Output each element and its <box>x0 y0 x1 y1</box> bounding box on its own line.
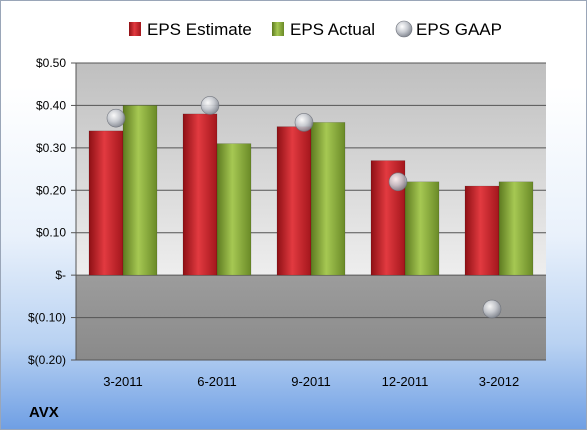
x-tick-label: 9-2011 <box>291 374 331 389</box>
point-eps-gaap <box>200 96 220 115</box>
bar-eps-actual <box>310 122 346 276</box>
legend-swatch-eps-estimate <box>129 22 141 36</box>
y-tick-label: $0.10 <box>36 226 66 240</box>
y-tick-label: $(0.20) <box>28 353 66 367</box>
bar-eps-actual <box>498 181 534 276</box>
y-tick-label: $0.40 <box>36 98 66 112</box>
bar-eps-estimate <box>182 113 218 276</box>
legend-label: EPS GAAP <box>416 20 502 39</box>
point-eps-gaap <box>106 108 126 128</box>
y-tick-label: $0.20 <box>36 183 66 197</box>
legend-swatch-eps-gaap <box>395 20 413 38</box>
bar-eps-actual <box>122 105 158 276</box>
legend-label: EPS Estimate <box>147 20 252 39</box>
x-tick-label: 3-2012 <box>479 374 519 389</box>
y-tick-label: $- <box>55 268 66 282</box>
ticker-label: AVX <box>29 404 59 421</box>
legend-label: EPS Actual <box>290 20 375 39</box>
bar-eps-estimate <box>276 126 312 276</box>
point-eps-gaap <box>388 172 408 192</box>
y-tick-label: $0.50 <box>36 56 66 70</box>
y-tick-label: $(0.10) <box>28 311 66 325</box>
point-eps-gaap <box>294 113 314 132</box>
bar-eps-actual <box>404 181 440 276</box>
legend-swatch-eps-actual <box>272 22 284 36</box>
bar-eps-actual <box>216 143 252 276</box>
y-tick-label: $0.30 <box>36 141 66 155</box>
x-tick-label: 12-2011 <box>382 374 429 389</box>
bar-eps-estimate <box>88 130 124 276</box>
point-eps-gaap <box>482 299 502 319</box>
x-tick-label: 3-2011 <box>103 374 143 389</box>
bar-eps-estimate <box>464 185 500 276</box>
x-tick-label: 6-2011 <box>197 374 237 389</box>
